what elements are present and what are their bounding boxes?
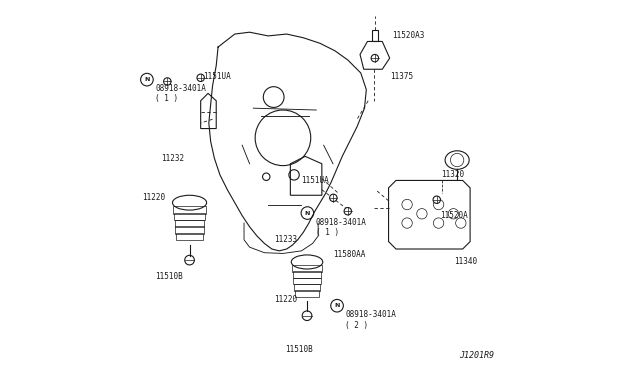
Text: 08918-3401A
( 1 ): 08918-3401A ( 1 ) [316,218,367,237]
Text: 11340: 11340 [454,257,477,266]
Text: 11520A3: 11520A3 [392,31,425,41]
Circle shape [330,194,337,202]
Circle shape [197,74,204,81]
Text: 1151UA: 1151UA [301,176,329,185]
Text: N: N [305,211,310,215]
Text: 11510B: 11510B [285,344,312,353]
Text: 11580AA: 11580AA [333,250,365,259]
Text: 11233: 11233 [274,235,297,244]
Circle shape [371,54,378,62]
Text: 11510B: 11510B [155,272,183,281]
Text: 11320: 11320 [442,170,465,179]
Text: 11220: 11220 [274,295,297,304]
Text: 11375: 11375 [390,72,413,81]
Circle shape [433,196,440,203]
Text: 08918-3401A
( 2 ): 08918-3401A ( 2 ) [345,310,396,330]
Text: 08918-3401A
( 1 ): 08918-3401A ( 1 ) [155,84,206,103]
Text: N: N [334,303,340,308]
Text: N: N [144,77,150,82]
Text: 11220: 11220 [142,193,165,202]
Text: 1151UA: 1151UA [204,72,231,81]
Text: J1201R9: J1201R9 [459,351,494,360]
Circle shape [164,78,171,85]
Circle shape [344,208,351,215]
Text: 11520A: 11520A [440,211,468,220]
Text: 11232: 11232 [161,154,184,163]
